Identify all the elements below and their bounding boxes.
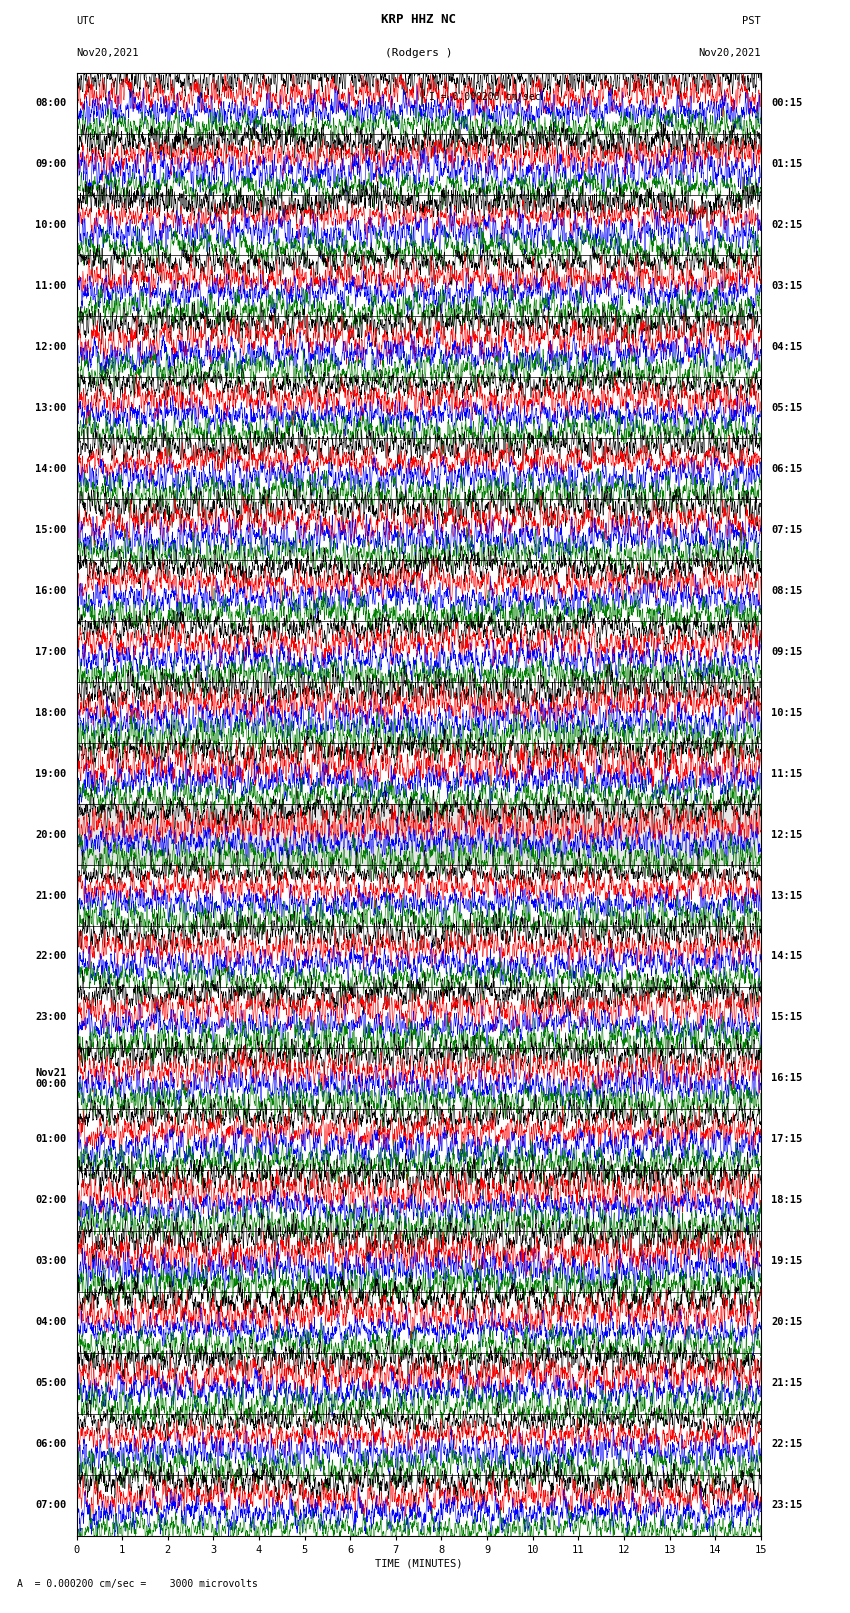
Text: 12:15: 12:15	[771, 829, 802, 839]
Text: 07:15: 07:15	[771, 524, 802, 536]
Text: 17:15: 17:15	[771, 1134, 802, 1144]
Text: 05:00: 05:00	[35, 1378, 66, 1389]
Text: 04:15: 04:15	[771, 342, 802, 352]
Text: 20:00: 20:00	[35, 829, 66, 839]
Text: Nov20,2021: Nov20,2021	[698, 48, 761, 58]
Text: 03:00: 03:00	[35, 1257, 66, 1266]
Text: 08:15: 08:15	[771, 586, 802, 595]
Text: 09:00: 09:00	[35, 160, 66, 169]
Text: 15:15: 15:15	[771, 1013, 802, 1023]
Text: 18:00: 18:00	[35, 708, 66, 718]
Text: 12:00: 12:00	[35, 342, 66, 352]
Text: 14:15: 14:15	[771, 952, 802, 961]
Text: 05:15: 05:15	[771, 403, 802, 413]
Text: 13:15: 13:15	[771, 890, 802, 900]
Text: 22:15: 22:15	[771, 1439, 802, 1448]
Text: 21:15: 21:15	[771, 1378, 802, 1389]
Text: 00:15: 00:15	[771, 98, 802, 108]
Text: 23:15: 23:15	[771, 1500, 802, 1510]
Text: 13:00: 13:00	[35, 403, 66, 413]
Text: 15:00: 15:00	[35, 524, 66, 536]
Text: 11:15: 11:15	[771, 769, 802, 779]
Text: 22:00: 22:00	[35, 952, 66, 961]
Text: 20:15: 20:15	[771, 1318, 802, 1327]
Text: 06:15: 06:15	[771, 465, 802, 474]
Text: A  = 0.000200 cm/sec =    3000 microvolts: A = 0.000200 cm/sec = 3000 microvolts	[17, 1579, 258, 1589]
Text: (Rodgers ): (Rodgers )	[385, 48, 452, 58]
Text: 04:00: 04:00	[35, 1318, 66, 1327]
Bar	[76, 805, 761, 865]
Text: 23:00: 23:00	[35, 1013, 66, 1023]
Text: 01:00: 01:00	[35, 1134, 66, 1144]
Text: 02:00: 02:00	[35, 1195, 66, 1205]
Text: 21:00: 21:00	[35, 890, 66, 900]
Text: 01:15: 01:15	[771, 160, 802, 169]
Text: 06:00: 06:00	[35, 1439, 66, 1448]
Text: KRP HHZ NC: KRP HHZ NC	[381, 13, 456, 26]
Text: 11:00: 11:00	[35, 281, 66, 290]
Text: 03:15: 03:15	[771, 281, 802, 290]
Text: UTC: UTC	[76, 16, 95, 26]
X-axis label: TIME (MINUTES): TIME (MINUTES)	[375, 1558, 462, 1569]
Text: 14:00: 14:00	[35, 465, 66, 474]
Text: 18:15: 18:15	[771, 1195, 802, 1205]
Text: 09:15: 09:15	[771, 647, 802, 656]
Text: 19:00: 19:00	[35, 769, 66, 779]
Text: 16:00: 16:00	[35, 586, 66, 595]
Text: PST: PST	[742, 16, 761, 26]
Text: I = 0.000200 cm/sec: I = 0.000200 cm/sec	[429, 92, 541, 103]
Text: 08:00: 08:00	[35, 98, 66, 108]
Text: 17:00: 17:00	[35, 647, 66, 656]
Text: 16:15: 16:15	[771, 1073, 802, 1084]
Text: 10:00: 10:00	[35, 219, 66, 231]
Text: Nov20,2021: Nov20,2021	[76, 48, 139, 58]
Text: 07:00: 07:00	[35, 1500, 66, 1510]
Text: 10:15: 10:15	[771, 708, 802, 718]
Text: 19:15: 19:15	[771, 1257, 802, 1266]
Text: 02:15: 02:15	[771, 219, 802, 231]
Text: Nov21
00:00: Nov21 00:00	[35, 1068, 66, 1089]
